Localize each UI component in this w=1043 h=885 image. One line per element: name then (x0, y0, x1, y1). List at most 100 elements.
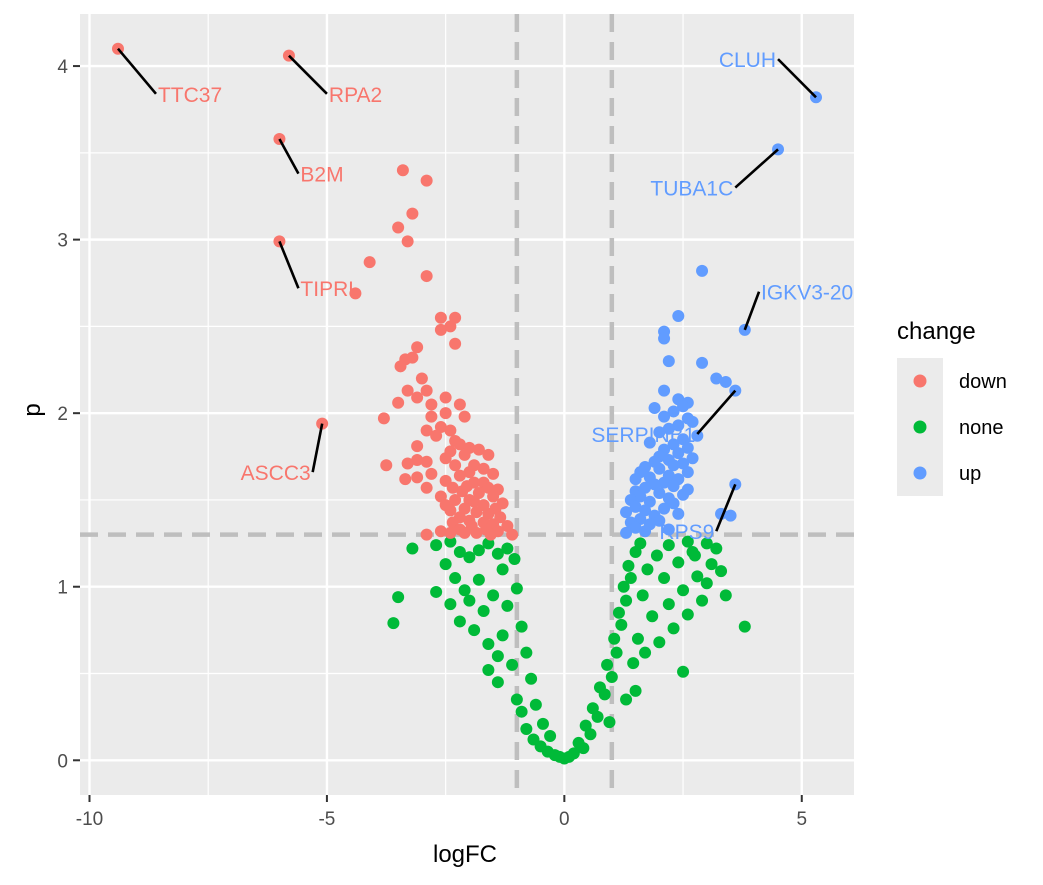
data-point-none (662, 598, 675, 611)
legend-swatch-down (913, 374, 927, 388)
data-point-none (520, 723, 533, 736)
data-point-down (487, 467, 500, 480)
data-point-down (406, 207, 419, 220)
data-point-down (411, 440, 424, 453)
legend-swatch-up (913, 466, 927, 480)
data-point-none (584, 728, 597, 741)
data-point-down (411, 471, 424, 484)
data-point-none (672, 556, 685, 569)
data-point-down (456, 485, 469, 498)
data-point-down (458, 410, 471, 423)
data-point-up (629, 521, 642, 534)
data-point-down (411, 341, 424, 354)
legend-title: change (897, 318, 976, 345)
legend-swatch-none (913, 420, 927, 434)
data-point-up (653, 514, 666, 527)
data-point-down (363, 256, 376, 269)
data-point-up (696, 264, 709, 277)
plot-panel (80, 14, 854, 795)
data-point-up (677, 488, 690, 501)
annotation-connector (116, 47, 157, 95)
data-point-none (719, 589, 732, 602)
data-point-none (620, 594, 633, 607)
data-point-none (510, 693, 523, 706)
annotation-connector (288, 54, 328, 95)
data-point-none (439, 558, 452, 571)
data-point-up (620, 526, 633, 539)
data-point-none (691, 570, 704, 583)
data-point-down (470, 526, 483, 539)
data-point-none (520, 646, 533, 659)
data-point-none (529, 698, 542, 711)
data-point-up (686, 452, 699, 465)
data-point-down (420, 481, 433, 494)
y-tick-label: 1 (57, 578, 68, 599)
data-point-down (482, 448, 495, 461)
data-point-down (477, 462, 490, 475)
data-point-none (662, 539, 675, 552)
data-point-up (667, 480, 680, 493)
data-point-down (415, 372, 428, 385)
data-point-none (605, 670, 618, 683)
x-tick-label: 5 (796, 809, 807, 830)
data-point-none (610, 646, 623, 659)
data-point-up (658, 502, 671, 515)
data-point-up (653, 462, 666, 475)
data-point-down (446, 481, 459, 494)
data-point-up (686, 415, 699, 428)
data-point-none (688, 549, 701, 562)
data-point-none (598, 688, 611, 701)
data-point-none (536, 717, 549, 730)
data-point-down (468, 495, 481, 508)
data-point-up (653, 426, 666, 439)
data-point-down (420, 270, 433, 283)
data-point-down (401, 384, 414, 397)
data-point-down (399, 473, 412, 486)
data-point-down (439, 391, 452, 404)
data-point-down (392, 221, 405, 234)
data-point-none (472, 544, 485, 557)
data-point-up (677, 400, 690, 413)
data-point-down (349, 287, 362, 300)
data-point-down (444, 526, 457, 539)
data-point-down (458, 448, 471, 461)
legend: change down none up (897, 318, 1007, 496)
data-point-none (677, 665, 690, 678)
data-point-none (738, 620, 751, 633)
data-point-up (643, 436, 656, 449)
data-point-up (662, 523, 675, 536)
data-point-up (672, 419, 685, 432)
gene-annotations: TTC37 RPA2 B2M TIPRL ASCC3 CLUH TUBA1C IGKV3-20… (116, 47, 853, 544)
data-point-none (641, 563, 654, 576)
data-point-none (430, 585, 443, 598)
annotation-connector (696, 389, 737, 435)
data-point-none (406, 542, 419, 555)
annotation-label: IGKV3-20 (761, 282, 853, 305)
data-point-none (458, 584, 471, 597)
axes: -10 -5 0 5 0 1 2 3 4 (57, 57, 807, 830)
data-point-none (700, 577, 713, 590)
data-point-up (639, 525, 652, 538)
data-point-up (634, 490, 647, 503)
data-point-none (615, 618, 628, 631)
data-point-none (449, 572, 462, 585)
annotation-connector (278, 240, 300, 289)
data-point-down (420, 455, 433, 468)
data-point-none (491, 676, 504, 689)
y-tick-label: 0 (57, 751, 68, 772)
data-point-none (705, 558, 718, 571)
x-tick-label: 0 (559, 809, 570, 830)
data-point-none (477, 605, 490, 618)
data-point-down (380, 459, 393, 472)
data-point-none (627, 657, 640, 670)
data-point-down (420, 424, 433, 437)
data-point-down (449, 493, 462, 506)
data-point-none (444, 535, 457, 548)
data-point-none (487, 589, 500, 602)
data-point-none (544, 729, 557, 742)
data-point-down (401, 457, 414, 470)
data-points (111, 42, 823, 765)
data-point-none (631, 632, 644, 645)
data-point-none (622, 559, 635, 572)
